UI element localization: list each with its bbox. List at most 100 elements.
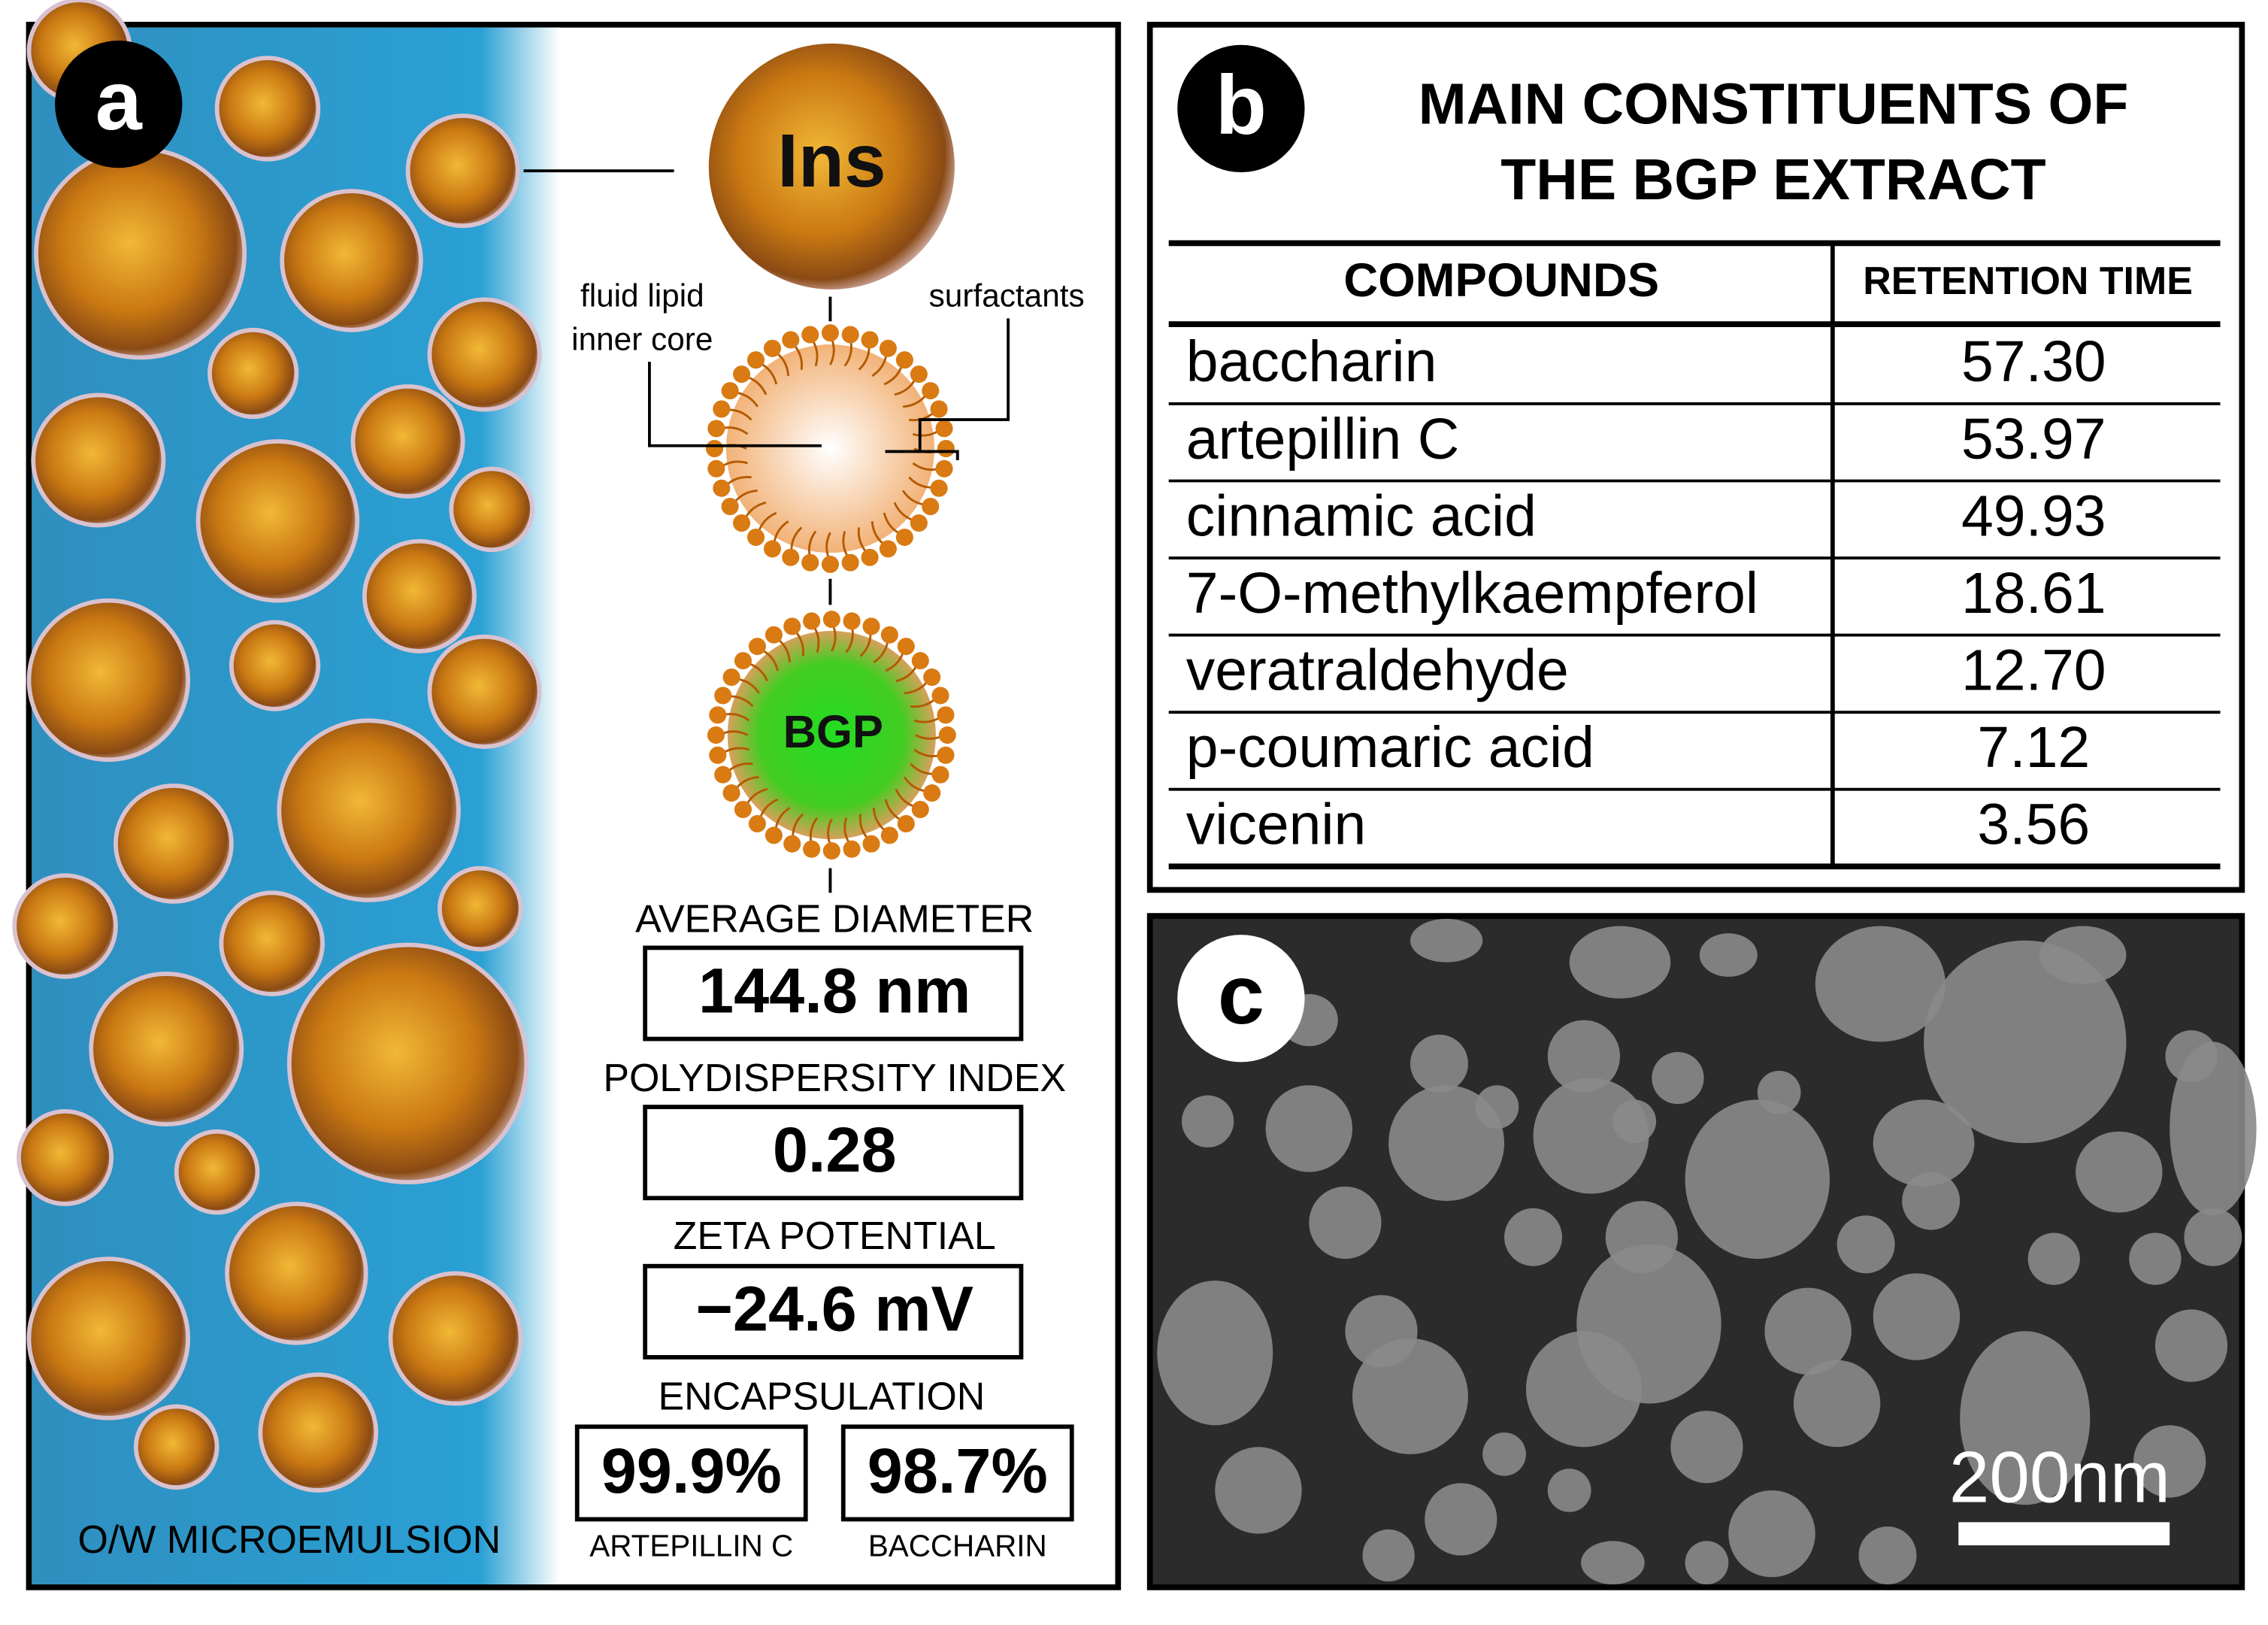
surfactant-head bbox=[911, 652, 929, 670]
particle bbox=[1581, 1541, 1645, 1585]
surfactant-head bbox=[748, 638, 766, 656]
particle bbox=[1685, 1541, 1729, 1585]
particle bbox=[1815, 926, 1946, 1042]
panel-label: c bbox=[1218, 947, 1264, 1041]
surfactant-head bbox=[931, 687, 949, 705]
particle bbox=[1410, 918, 1483, 963]
surfactant-head bbox=[822, 611, 840, 629]
surfactant-head bbox=[763, 540, 782, 558]
droplet bbox=[26, 598, 191, 762]
particle bbox=[1410, 1034, 1468, 1093]
bgp-micelle bbox=[707, 611, 956, 860]
column-header: COMPOUNDS bbox=[1343, 254, 1659, 307]
surfactant-head bbox=[879, 540, 897, 558]
panel-c: c 200nm bbox=[1146, 913, 2257, 1590]
particle bbox=[1352, 1338, 1468, 1454]
particle bbox=[1504, 1208, 1563, 1266]
particle bbox=[1362, 1529, 1415, 1582]
surfactant-head bbox=[783, 617, 801, 635]
value-box bbox=[574, 1424, 808, 1522]
retention-time: 49.93 bbox=[1961, 484, 2106, 548]
surfactant-head bbox=[732, 365, 751, 384]
particle bbox=[1547, 1469, 1591, 1512]
surfactant-head bbox=[862, 617, 880, 635]
compound-name: veratraldehyde bbox=[1186, 638, 1569, 702]
particle bbox=[2184, 1208, 2242, 1266]
pointer bbox=[885, 318, 1010, 460]
droplet bbox=[280, 189, 423, 332]
particle bbox=[1215, 1447, 1302, 1534]
droplet bbox=[350, 384, 465, 499]
panel-badge bbox=[1177, 44, 1305, 173]
surfactant-head bbox=[911, 800, 929, 819]
surfactant-head bbox=[721, 382, 739, 400]
droplet bbox=[286, 942, 529, 1184]
droplet bbox=[427, 297, 542, 412]
table: COMPOUNDS RETENTION TIME baccharin 57.30 art… bbox=[1168, 240, 2221, 870]
panel-b: b MAIN CONSTITUENTS OF THE BGP EXTRACT C… bbox=[1146, 21, 2245, 893]
droplet bbox=[258, 1372, 379, 1493]
surfactant-head bbox=[937, 440, 955, 458]
particle bbox=[1525, 1331, 1642, 1448]
droplet bbox=[229, 620, 321, 711]
surfactant-head bbox=[748, 814, 766, 833]
encapsulation-value: 98.7% bbox=[868, 1435, 1048, 1506]
droplet bbox=[12, 873, 118, 979]
particle bbox=[1181, 1095, 1234, 1148]
surfactant-head bbox=[843, 612, 861, 630]
droplet bbox=[225, 1202, 368, 1345]
measurement-value: 0.28 bbox=[773, 1114, 897, 1185]
column-header: RETENTION TIME bbox=[1863, 259, 2193, 303]
particle bbox=[1547, 1020, 1620, 1093]
particle bbox=[2165, 1030, 2218, 1083]
surfactant-head bbox=[707, 459, 725, 477]
surfactant-head bbox=[843, 840, 861, 858]
encapsulation-value: 99.9% bbox=[601, 1435, 782, 1506]
measurements: AVERAGE DIAMETER 144.8 nm POLYDISPERSITY I… bbox=[603, 897, 1066, 1360]
particle bbox=[1699, 933, 1758, 977]
surfactant-head bbox=[897, 638, 915, 656]
compound-name: baccharin bbox=[1186, 329, 1437, 394]
droplet bbox=[133, 1404, 220, 1490]
core-label: fluid lipid bbox=[580, 278, 704, 314]
panel-label: b bbox=[1216, 58, 1267, 152]
particle bbox=[2129, 1232, 2182, 1285]
surfactant-head bbox=[880, 626, 898, 644]
micelle bbox=[705, 324, 955, 574]
retention-time: 12.70 bbox=[1961, 638, 2106, 702]
surfactant-head bbox=[765, 826, 783, 844]
measurement-value: 144.8 nm bbox=[698, 954, 970, 1026]
compound-name: cinnamic acid bbox=[1186, 484, 1537, 548]
particle bbox=[2027, 1232, 2080, 1285]
measurement-title: AVERAGE DIAMETER bbox=[635, 897, 1034, 941]
droplet bbox=[26, 1257, 191, 1420]
surfactant-head bbox=[746, 351, 765, 369]
particle bbox=[1157, 1280, 1273, 1426]
value-box bbox=[643, 1105, 1024, 1201]
encapsulation: 99.9% ARTEPILLIN C 98.7% BACCHARIN bbox=[574, 1424, 1074, 1563]
surfactant-head bbox=[841, 326, 859, 344]
value-box bbox=[643, 1263, 1024, 1360]
droplet bbox=[405, 114, 520, 229]
measurement-title: ZETA POTENTIAL bbox=[674, 1214, 996, 1258]
surfactant-head bbox=[801, 553, 819, 571]
droplet bbox=[388, 1271, 523, 1406]
encapsulation-title: ENCAPSULATION bbox=[658, 1375, 985, 1418]
particle bbox=[1873, 1099, 1975, 1187]
footer: O/W MICROEMULSION bbox=[77, 1518, 501, 1562]
droplet bbox=[427, 634, 542, 749]
surfactant-head bbox=[734, 800, 752, 819]
ins-droplet bbox=[708, 43, 955, 290]
surfactant-head bbox=[714, 687, 732, 705]
surfactant-head bbox=[782, 548, 800, 566]
surfactant-head bbox=[937, 746, 955, 764]
measurement-title: POLYDISPERSITY INDEX bbox=[603, 1057, 1066, 1100]
surfactant-head bbox=[734, 652, 752, 670]
panel-badge bbox=[55, 40, 183, 168]
surfactant-head bbox=[722, 784, 740, 802]
particle bbox=[1902, 1172, 1961, 1230]
particle bbox=[1265, 1085, 1353, 1172]
surfactant-head bbox=[930, 479, 948, 497]
